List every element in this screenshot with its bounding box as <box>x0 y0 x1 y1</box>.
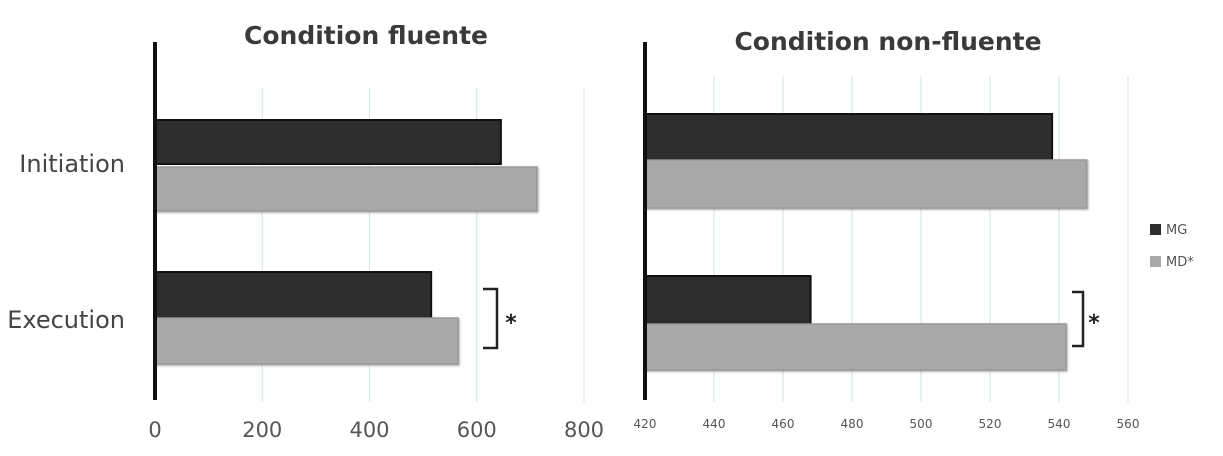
x-tick-label: 500 <box>910 417 933 431</box>
legend-label-mg: MG <box>1166 223 1187 238</box>
legend: MG MD* <box>1150 223 1194 270</box>
bar-initiation-mg <box>644 113 1054 161</box>
significance-bracket <box>483 287 499 350</box>
significance-marker: * <box>483 287 517 350</box>
panel-fluente: Condition fluente Initiation Execution 0… <box>7 21 604 442</box>
x-tick-label: 0 <box>148 418 161 442</box>
x-tick-label: 440 <box>703 417 726 431</box>
x-tick-label: 200 <box>242 418 282 442</box>
legend-swatch-mg <box>1150 224 1161 235</box>
x-tick-label: 520 <box>979 417 1002 431</box>
legend-swatch-md <box>1150 256 1161 267</box>
bar-initiation-mg <box>154 119 502 165</box>
chart-title: Condition fluente <box>244 21 488 50</box>
significance-label: * <box>505 311 517 336</box>
x-tick-label: 600 <box>457 418 497 442</box>
x-tick-label: 480 <box>841 417 864 431</box>
panel-non-fluente: Condition non-fluente 420 440 460 480 500 520… <box>634 27 1140 431</box>
significance-label: * <box>1088 311 1100 336</box>
bar-execution-mg <box>154 271 433 319</box>
bar-execution-md <box>644 323 1067 371</box>
x-tick-label: 420 <box>634 417 657 431</box>
category-label-initiation: Initiation <box>19 150 125 178</box>
significance-bracket <box>1072 290 1085 348</box>
x-tick-label: 800 <box>564 418 604 442</box>
significance-marker: * <box>1072 290 1100 348</box>
bar-initiation-md <box>154 166 538 212</box>
x-tick-label: 560 <box>1117 417 1140 431</box>
x-tick-label: 540 <box>1048 417 1071 431</box>
x-tick-label: 460 <box>772 417 795 431</box>
bar-execution-mg <box>644 275 812 325</box>
bar-execution-md <box>154 317 459 365</box>
chart-title: Condition non-fluente <box>734 27 1041 56</box>
x-tick-label: 400 <box>349 418 389 442</box>
legend-label-md: MD* <box>1166 255 1194 270</box>
bar-initiation-md <box>644 159 1088 209</box>
category-label-execution: Execution <box>7 306 125 334</box>
